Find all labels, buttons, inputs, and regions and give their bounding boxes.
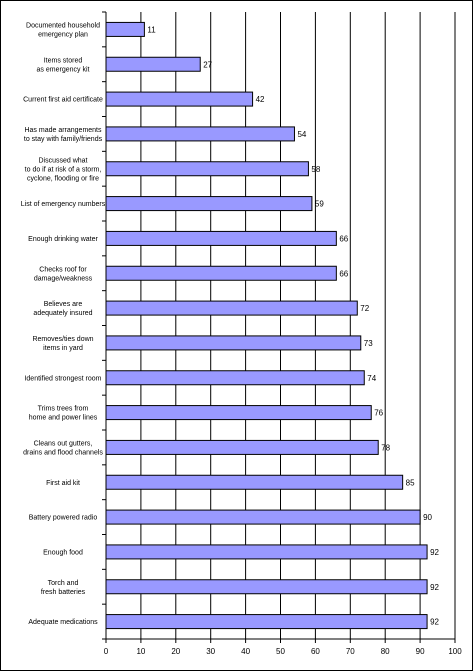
x-tick-label: 0 <box>104 647 109 656</box>
bar-value-label: 92 <box>430 583 439 592</box>
bar-value-label: 92 <box>430 618 439 627</box>
category-label: Discussed what to do if at risk of a stor… <box>25 157 102 182</box>
x-tick-label: 40 <box>241 647 250 656</box>
category-label: Cleans out gutters, drains and flood chan… <box>23 440 103 456</box>
bar <box>105 405 372 421</box>
x-tick-label: 30 <box>206 647 215 656</box>
bar <box>105 230 337 246</box>
bar-value-label: 54 <box>297 130 306 139</box>
bar <box>105 579 428 595</box>
bar-value-label: 90 <box>423 513 432 522</box>
category-label: List of emergency numbers <box>21 201 106 208</box>
x-tick-label: 10 <box>136 647 145 656</box>
x-tick-label: 100 <box>448 647 462 656</box>
bar <box>105 439 379 455</box>
bar <box>105 21 145 37</box>
category-label: Has made arrangements to stay with family… <box>24 127 103 143</box>
bar <box>105 126 295 142</box>
axes <box>102 11 455 640</box>
category-label: Adequate medications <box>28 619 98 626</box>
category-label: Current first aid certificate <box>23 97 103 104</box>
gridlines <box>140 12 456 639</box>
bar-value-label: 73 <box>364 339 373 348</box>
bar-value-label: 58 <box>311 165 320 174</box>
bar-value-label: 66 <box>339 234 348 243</box>
bar-value-label: 92 <box>430 548 439 557</box>
category-label: Battery powered radio <box>29 515 98 522</box>
category-label: Identified strongest room <box>24 375 101 382</box>
category-label: Items stored as emergency kit <box>37 57 90 73</box>
bars <box>105 21 428 630</box>
bar <box>105 370 365 386</box>
category-labels: Documented household emergency plan Items … <box>21 22 106 626</box>
bar <box>105 300 358 316</box>
bar <box>105 544 428 560</box>
x-tick-label: 80 <box>381 647 390 656</box>
category-label: First aid kit <box>46 480 80 487</box>
bar <box>105 614 428 630</box>
bar <box>105 335 362 351</box>
category-label: Enough drinking water <box>28 236 98 243</box>
x-tick-label: 60 <box>311 647 320 656</box>
x-tick-label: 20 <box>171 647 180 656</box>
bar <box>105 91 254 107</box>
bar <box>105 474 404 490</box>
category-label: Removes/ties down items in yard <box>32 336 93 352</box>
category-label: Checks roof for damage/weakness <box>34 266 93 282</box>
x-tick-label: 50 <box>276 647 285 656</box>
bar-value-label: 85 <box>406 478 415 487</box>
bar-value-label: 76 <box>374 409 383 418</box>
bar-value-label: 72 <box>360 304 369 313</box>
category-label: Torch and fresh batteries <box>41 580 86 596</box>
category-label: Documented household emergency plan <box>26 22 100 38</box>
bar <box>105 509 421 525</box>
category-label: Believes are adequately insured <box>33 301 92 317</box>
value-labels: 11 27 42 54 58 59 66 66 72 73 74 76 78 85 90 92 92 92 <box>147 25 439 626</box>
bar-value-label: 27 <box>203 60 212 69</box>
bar <box>105 196 313 212</box>
bar <box>105 265 337 281</box>
bar-value-label: 74 <box>367 374 376 383</box>
x-tick-label: 90 <box>416 647 425 656</box>
bar-value-label: 59 <box>315 200 324 209</box>
x-axis-ticks: 0 10 20 30 40 50 60 70 80 90 100 <box>104 639 462 656</box>
bar <box>105 161 309 177</box>
category-label: Enough food <box>43 549 83 556</box>
bar-value-label: 42 <box>256 95 265 104</box>
bar-value-label: 11 <box>147 25 156 34</box>
category-label: Trims trees from home and power lines <box>29 406 98 422</box>
bar-value-label: 78 <box>381 443 390 452</box>
bar-value-label: 66 <box>339 269 348 278</box>
x-tick-label: 70 <box>346 647 355 656</box>
bar <box>105 56 201 72</box>
